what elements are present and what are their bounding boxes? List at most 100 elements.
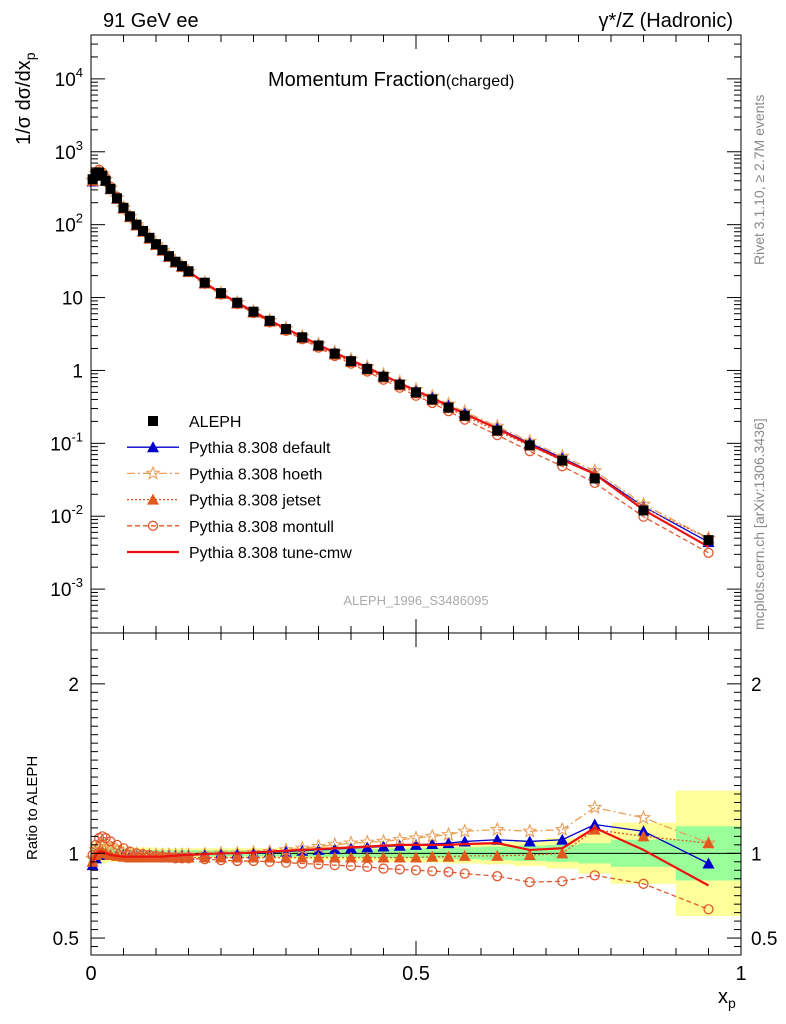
ratio-point-pythia-8-308-montull	[118, 843, 129, 854]
point-aleph	[87, 174, 98, 185]
plot-title-main: Momentum Fraction	[268, 69, 446, 91]
series-line-pythia-8-308-montull	[92, 168, 709, 554]
point-aleph	[264, 315, 275, 326]
ratio-point-pythia-8-308-montull	[144, 849, 155, 861]
side-label-top: Rivet 3.1.10, ≥ 2.7M events	[751, 95, 767, 265]
point-aleph	[313, 340, 324, 351]
point-aleph	[362, 363, 373, 374]
point-aleph	[105, 183, 116, 194]
point-aleph	[138, 225, 148, 236]
legend-marker-pythia-8-308-jetset	[147, 493, 159, 505]
point-aleph	[394, 379, 405, 390]
ratio-point-pythia-8-308-jetset	[442, 850, 455, 862]
ratio-point-pythia-8-308-montull	[264, 856, 275, 867]
main-series	[84, 163, 717, 558]
legend-label-pythia-8-308-jetset: Pythia 8.308 jetset	[189, 493, 321, 510]
point-aleph	[411, 387, 421, 398]
ratio-point-pythia-8-308-montull	[427, 865, 438, 877]
legend: ALEPH Pythia 8.308 default Pythia 8.308 ho…	[127, 414, 352, 562]
ratio-point-pythia-8-308-hoeth	[489, 821, 505, 837]
point-aleph	[183, 266, 194, 277]
ratio-point-pythia-8-308-jetset	[702, 837, 715, 849]
legend-label-aleph: ALEPH	[189, 414, 241, 431]
x-axis-label-main: x	[718, 986, 728, 1008]
legend-label-pythia-8-308-montull: Pythia 8.308 montull	[189, 519, 334, 536]
ratio-point-pythia-8-308-hoeth	[522, 823, 538, 838]
ratio-point-pythia-8-308-hoeth	[635, 809, 652, 825]
y-axis-label-main: 1/σ dσ/dx	[13, 60, 35, 145]
x-tick-label: 0	[85, 963, 96, 985]
ratio-point-pythia-8-308-montull	[557, 876, 568, 887]
point-aleph	[157, 244, 168, 255]
plot-title: Momentum Fraction(charged)	[268, 69, 514, 91]
ratio-point-pythia-8-308-default	[523, 835, 536, 847]
ratio-tick-label-left: 0.5	[53, 929, 79, 950]
ratio-point-pythia-8-308-montull	[345, 860, 357, 872]
ratio-point-pythia-8-308-montull	[111, 839, 123, 850]
ratio-point-pythia-8-308-default	[426, 837, 439, 849]
y-axis-label-sub: p	[22, 52, 38, 60]
point-aleph	[281, 324, 291, 335]
header-right: γ*/Z (Hadronic)	[599, 10, 733, 32]
side-label-bottom: mcplots.cern.ch [arXiv:1306.3436]	[751, 418, 767, 630]
ratio-point-pythia-8-308-default	[702, 857, 715, 869]
ratio-point-pythia-8-308-montull	[410, 865, 422, 876]
ratio-point-pythia-8-308-montull	[297, 858, 308, 869]
legend-label-pythia-8-308-default: Pythia 8.308 default	[189, 440, 331, 457]
ratio-tick-label-left: 1	[68, 844, 79, 865]
y-tick-label: 1	[72, 361, 83, 382]
legend-label-pythia-8-308-tune-cmw: Pythia 8.308 tune-cmw	[189, 545, 352, 562]
ratio-point-pythia-8-308-montull	[248, 855, 259, 867]
ratio-point-pythia-8-308-montull	[170, 853, 181, 864]
ratio-point-pythia-8-308-montull	[313, 859, 324, 870]
point-aleph	[112, 193, 122, 204]
ratio-point-pythia-8-308-montull	[232, 855, 243, 867]
analysis-label: ALEPH_1996_S3486095	[343, 593, 488, 608]
ratio-point-pythia-8-308-default	[491, 833, 504, 845]
series-line-pythia-8-308-jetset	[92, 171, 709, 539]
point-aleph	[589, 473, 600, 484]
legend-label-pythia-8-308-hoeth: Pythia 8.308 hoeth	[189, 466, 322, 483]
ratio-point-pythia-8-308-hoeth	[440, 826, 457, 842]
ratio-point-pythia-8-308-montull	[131, 848, 142, 859]
ratio-point-pythia-8-308-montull	[105, 836, 116, 847]
x-tick-label: 1	[735, 963, 746, 985]
point-aleph	[216, 288, 226, 299]
series-line-pythia-8-308-tune-cmw	[91, 170, 710, 548]
point-aleph	[144, 232, 155, 243]
point-aleph	[248, 306, 259, 317]
ratio-point-pythia-8-308-montull	[362, 861, 373, 873]
ratio-tick-label-left: 2	[68, 675, 79, 696]
ratio-point-pythia-8-308-jetset	[361, 851, 374, 863]
ratio-point-pythia-8-308-montull	[176, 853, 188, 864]
point-aleph	[100, 175, 111, 186]
main-frame	[90, 34, 742, 634]
y-tick-label: 104	[55, 65, 83, 91]
ratio-point-pythia-8-308-montull	[378, 863, 389, 874]
ratio-point-pythia-8-308-montull	[524, 876, 535, 888]
ratio-point-pythia-8-308-jetset	[182, 851, 195, 863]
x-tick-label: 0.5	[402, 963, 430, 985]
point-aleph	[151, 239, 161, 250]
point-aleph	[378, 371, 389, 382]
ratio-tick-label-right: 2	[751, 675, 762, 696]
point-pythia-8-308-montull	[703, 547, 714, 558]
ratio-point-pythia-8-308-hoeth	[375, 833, 392, 848]
y-tick-label: 10-2	[50, 502, 83, 528]
ratio-point-pythia-8-308-hoeth	[457, 823, 473, 838]
ratio-point-pythia-8-308-hoeth	[554, 821, 570, 837]
ratio-point-pythia-8-308-jetset	[458, 849, 471, 861]
point-aleph	[459, 410, 470, 421]
ratio-point-pythia-8-308-montull	[638, 878, 649, 889]
point-aleph	[125, 211, 135, 222]
ratio-point-pythia-8-308-montull	[183, 853, 194, 864]
ratio-y-axis-label: Ratio to ALEPH	[24, 756, 41, 860]
ratio-frame	[90, 632, 742, 956]
point-aleph	[329, 348, 340, 359]
point-aleph	[427, 394, 438, 405]
legend-marker-aleph	[148, 416, 158, 426]
point-aleph	[557, 455, 568, 466]
ratio-point-pythia-8-308-jetset	[410, 851, 422, 863]
ratio-point-pythia-8-308-jetset	[328, 851, 341, 863]
point-aleph	[164, 251, 174, 262]
